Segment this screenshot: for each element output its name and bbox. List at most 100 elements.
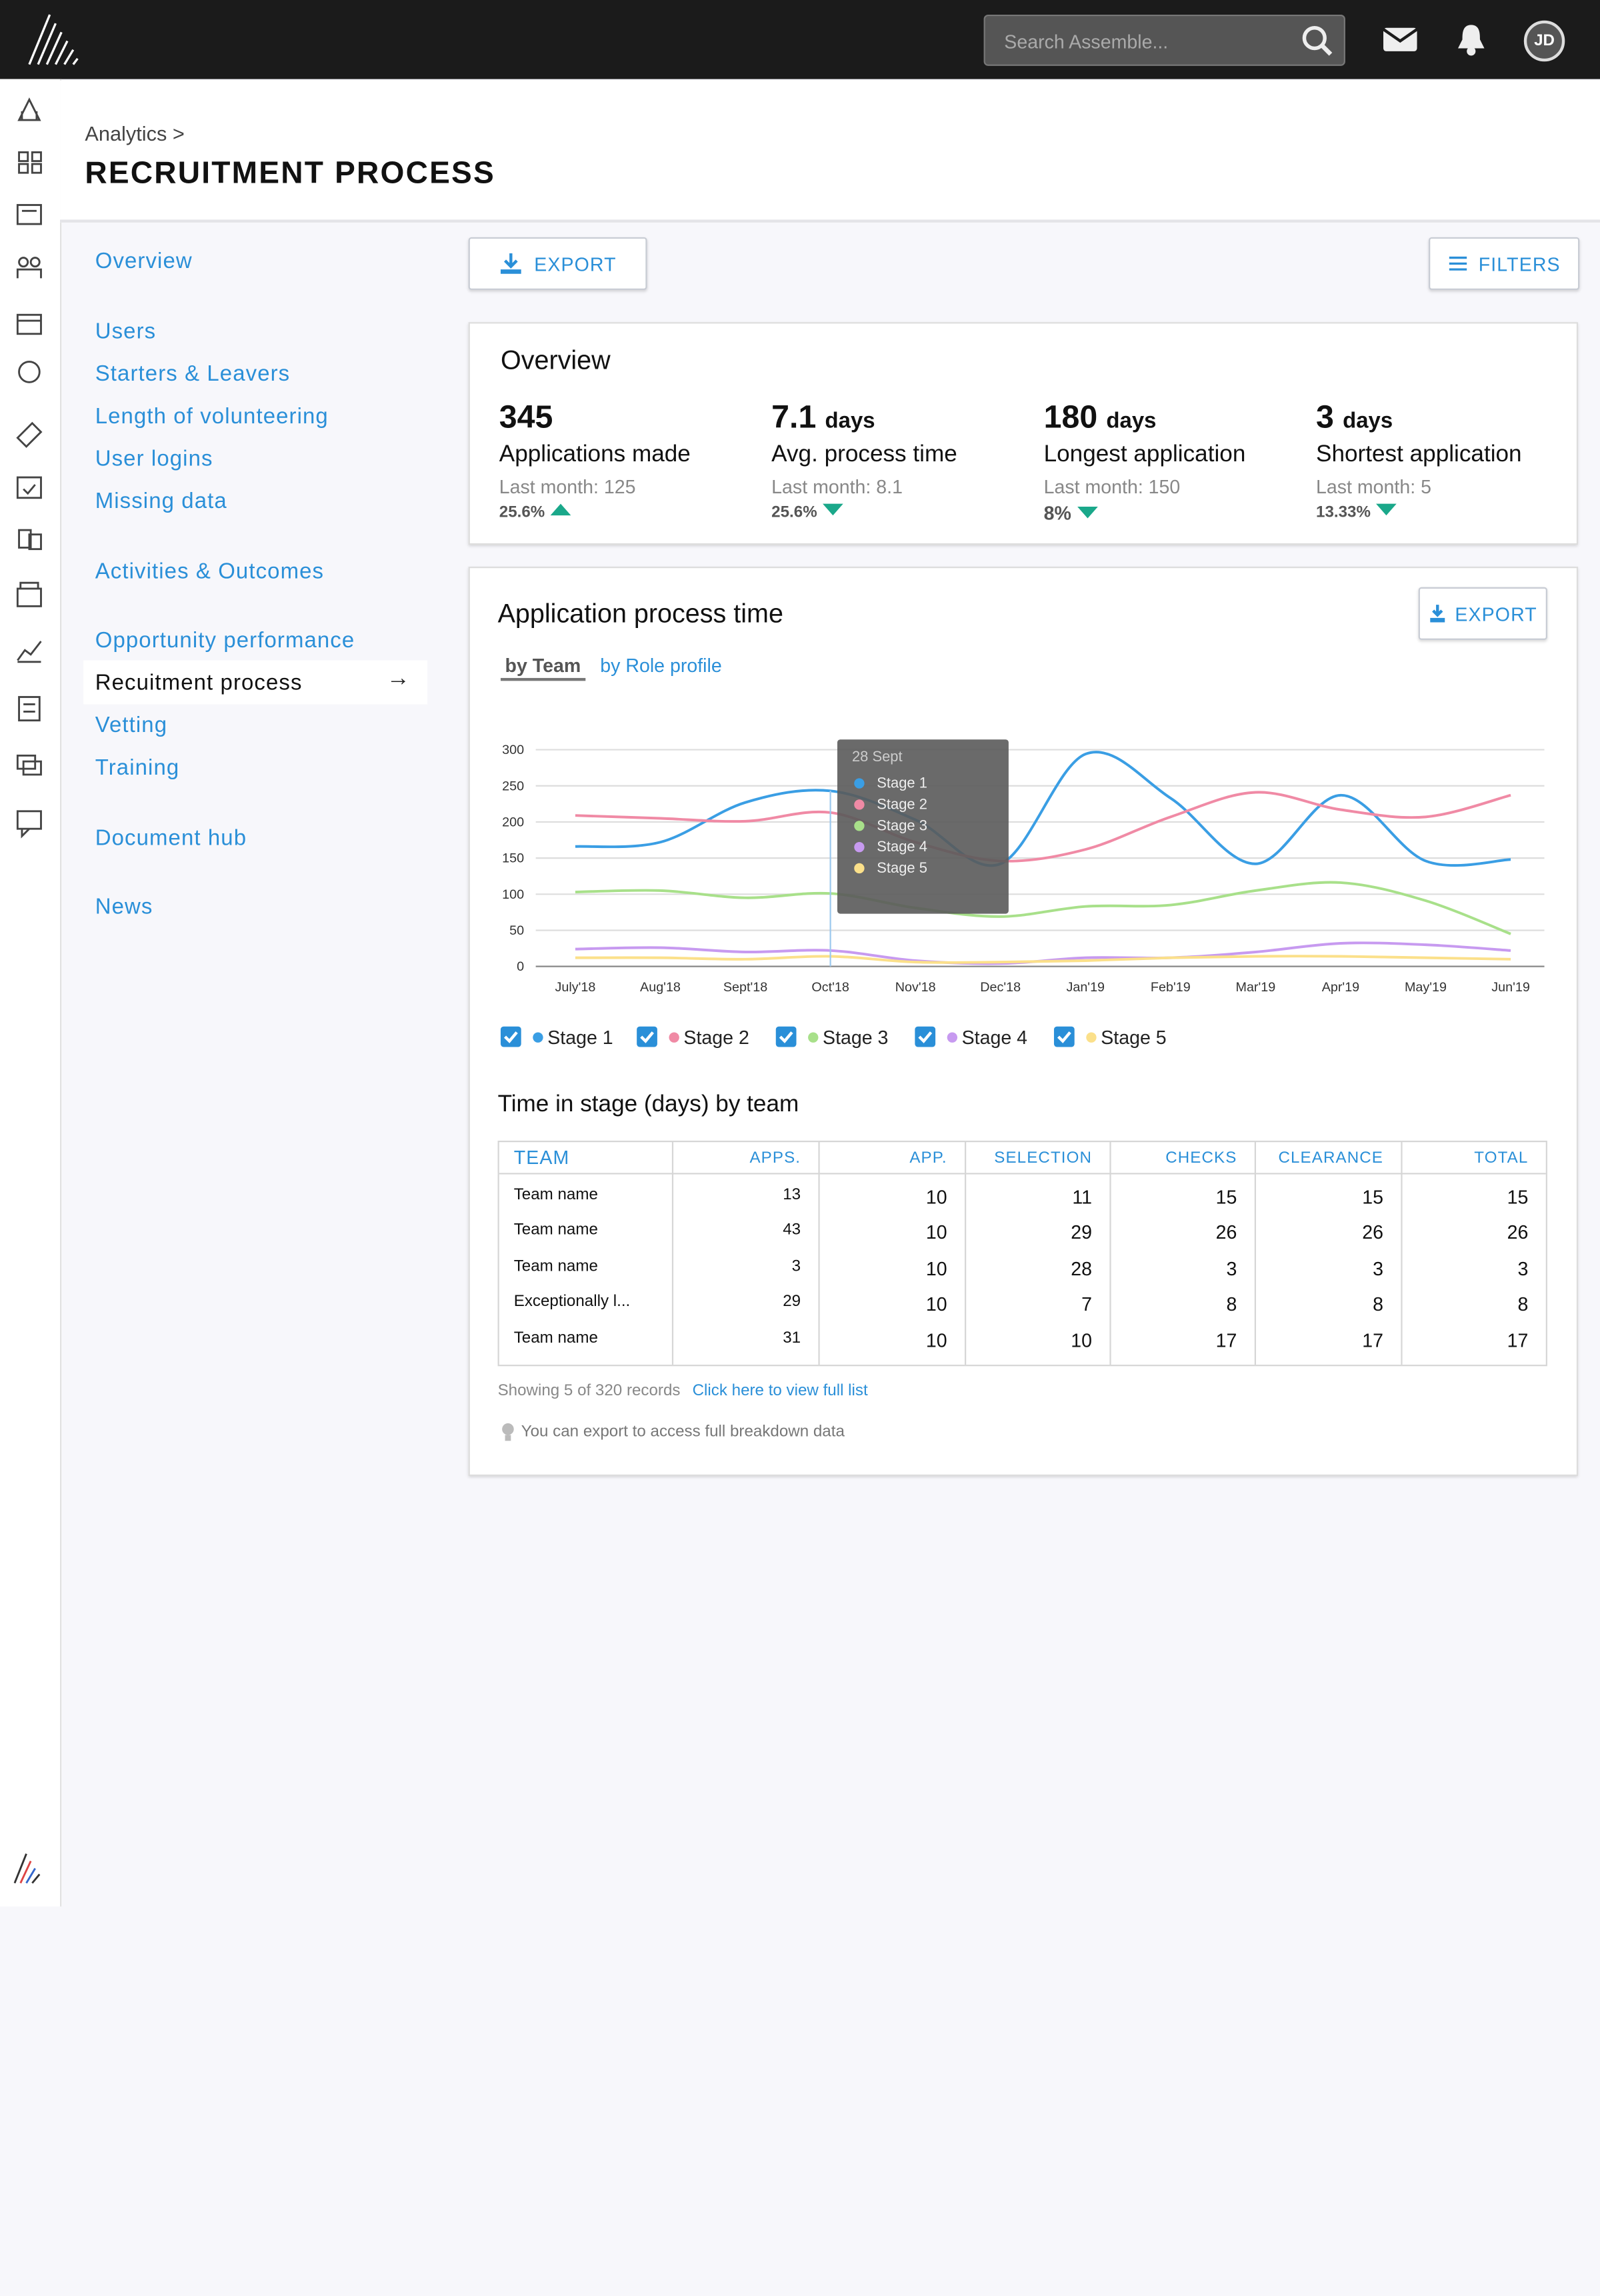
nav-item[interactable]: Document hub — [95, 825, 247, 851]
nav-item[interactable]: Opportunity performance — [95, 628, 355, 653]
chart-export-button[interactable]: EXPORT — [1418, 587, 1547, 640]
legend-checkbox[interactable] — [775, 1026, 797, 1047]
page-title: RECRUITMENT PROCESS — [85, 157, 495, 191]
nav-arrow: → — [386, 666, 410, 691]
nav-item[interactable]: Vetting — [95, 713, 168, 739]
x-tick-label: Oct'18 — [811, 980, 849, 995]
table-divider — [818, 1141, 820, 1365]
x-tick-label: Jun'19 — [1491, 980, 1530, 995]
column-header: APP. — [909, 1149, 947, 1167]
table-footer: Showing 5 of 320 records — [497, 1382, 681, 1400]
stat-label: Avg. process time — [771, 442, 957, 467]
legend-label: Stage 5 — [1101, 1026, 1167, 1049]
tooltip-dot — [854, 863, 865, 874]
bulb-icon — [502, 1423, 514, 1441]
table-cell: 3 — [1373, 1257, 1384, 1280]
avatar[interactable]: JD — [1523, 20, 1565, 62]
stat-last-month: Last month: 150 — [1043, 475, 1181, 498]
trend-arrow — [1077, 506, 1098, 519]
table-cell: 26 — [1362, 1221, 1384, 1243]
stat-change: 13.33% — [1316, 502, 1397, 521]
table-cell: 10 — [925, 1221, 947, 1243]
stat-unit: days — [1343, 408, 1393, 434]
table-cell: 26 — [1215, 1221, 1237, 1243]
nav-item[interactable]: Starters & Leavers — [95, 361, 291, 387]
download-icon — [500, 253, 521, 274]
table-cell: 10 — [925, 1293, 947, 1315]
tooltip-dot — [854, 799, 865, 810]
legend-dot — [1086, 1032, 1097, 1043]
stat-change: 8% — [1044, 502, 1098, 524]
search-box[interactable] — [983, 14, 1345, 66]
stat-unit: days — [825, 408, 875, 434]
legend-dot — [533, 1032, 543, 1043]
logo[interactable] — [23, 12, 82, 67]
chart-title: Application process time — [497, 599, 783, 629]
y-tick-label: 100 — [502, 887, 524, 902]
icon-sidebar — [0, 79, 62, 1907]
table-cell: 8 — [1517, 1293, 1529, 1315]
table-cell: 3 — [1517, 1257, 1529, 1280]
chart-export-label: EXPORT — [1455, 602, 1537, 625]
table-title: Time in stage (days) by team — [497, 1092, 799, 1117]
nav-item[interactable]: Length of volunteering — [95, 404, 329, 429]
tooltip-dot — [854, 778, 865, 789]
table-cell: 17 — [1507, 1329, 1529, 1352]
breadcrumb[interactable]: Analytics > — [85, 121, 185, 145]
nav-item[interactable]: Overview — [95, 249, 193, 274]
nav-item[interactable]: Training — [95, 755, 180, 781]
nav-item-active[interactable]: Recuitment process — [95, 670, 303, 696]
nav-item[interactable]: Activities & Outcomes — [95, 559, 325, 585]
table-divider — [965, 1141, 967, 1365]
tooltip-date: 28 Sept — [852, 748, 903, 765]
export-button[interactable]: EXPORT — [468, 237, 647, 290]
stat-change: 25.6% — [499, 502, 571, 521]
table-cell: 15 — [1362, 1186, 1384, 1209]
table-cell: 15 — [1507, 1186, 1529, 1209]
nav-item[interactable]: Users — [95, 319, 157, 345]
nav-item[interactable]: Missing data — [95, 489, 227, 514]
filters-label: FILTERS — [1478, 252, 1561, 275]
search-placeholder: Search Assemble... — [1004, 31, 1169, 53]
legend-checkbox[interactable] — [500, 1026, 521, 1047]
table-cell: 10 — [925, 1186, 947, 1209]
stat-value: 345 — [499, 398, 553, 435]
tab-active[interactable]: by Team — [500, 655, 585, 681]
x-tick-label: Mar'19 — [1236, 980, 1276, 995]
table-cell: 10 — [925, 1329, 947, 1352]
table-cell: 10 — [925, 1257, 947, 1280]
tooltip-series: Stage 3 — [877, 817, 927, 833]
x-tick-label: Dec'18 — [980, 980, 1021, 995]
legend-checkbox[interactable] — [1053, 1026, 1075, 1047]
table-cell: 31 — [783, 1329, 801, 1347]
mail-icon[interactable] — [1382, 25, 1420, 54]
stat-label: Shortest application — [1316, 442, 1522, 467]
legend-label: Stage 1 — [547, 1026, 613, 1049]
legend-label: Stage 3 — [823, 1026, 889, 1049]
legend-checkbox[interactable] — [637, 1026, 657, 1047]
full-list-link[interactable]: Click here to view full list — [692, 1382, 868, 1400]
filters-button[interactable]: FILTERS — [1429, 237, 1580, 290]
y-tick-label: 200 — [502, 815, 524, 830]
table-divider — [671, 1141, 674, 1365]
nav-item[interactable]: User logins — [95, 446, 213, 472]
table-cell: 8 — [1226, 1293, 1237, 1315]
column-header: SELECTION — [994, 1149, 1093, 1167]
tab[interactable]: by Role profile — [600, 654, 722, 677]
bell-icon[interactable] — [1455, 22, 1487, 57]
nav-item[interactable]: News — [95, 895, 153, 920]
table-cell: Team name — [513, 1186, 598, 1204]
legend-checkbox[interactable] — [915, 1026, 936, 1047]
x-tick-label: Aug'18 — [640, 980, 681, 995]
table-divider — [1109, 1141, 1111, 1365]
table-cell: 29 — [783, 1293, 801, 1311]
series-line — [575, 881, 1511, 935]
column-header: CHECKS — [1165, 1149, 1237, 1167]
x-tick-label: Nov'18 — [895, 980, 936, 995]
y-tick-label: 250 — [502, 779, 524, 793]
trend-arrow — [551, 503, 571, 516]
search-icon[interactable] — [1300, 23, 1335, 59]
legend-dot — [669, 1032, 679, 1043]
table-cell: 17 — [1215, 1329, 1237, 1352]
